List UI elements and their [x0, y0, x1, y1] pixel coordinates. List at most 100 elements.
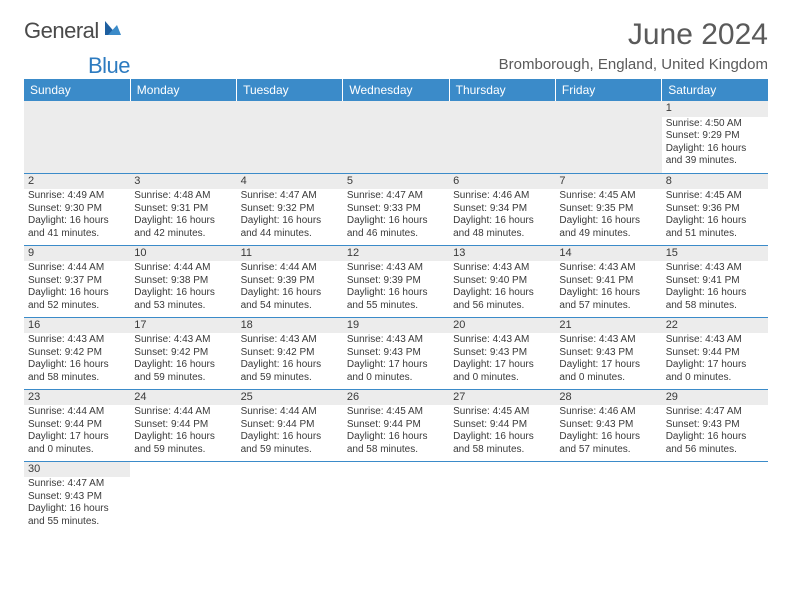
day-info-line: Sunset: 9:41 PM	[666, 275, 764, 288]
day-info-line: Sunrise: 4:47 AM	[28, 478, 126, 491]
day-info-line: and 51 minutes.	[666, 228, 764, 241]
day-info-line: Daylight: 17 hours	[347, 359, 445, 372]
day-info-line: Sunset: 9:44 PM	[347, 419, 445, 432]
day-info-line: Sunset: 9:44 PM	[28, 419, 126, 432]
calendar-day-cell	[343, 101, 449, 173]
day-info-line: Daylight: 16 hours	[134, 431, 232, 444]
weekday-header: Friday	[555, 79, 661, 101]
calendar-day-cell: 18Sunrise: 4:43 AMSunset: 9:42 PMDayligh…	[237, 317, 343, 389]
day-info-line: Sunrise: 4:45 AM	[559, 190, 657, 203]
day-info-line: and 59 minutes.	[134, 444, 232, 457]
day-info-line: Daylight: 16 hours	[453, 287, 551, 300]
day-info-line: Sunset: 9:44 PM	[666, 347, 764, 360]
calendar-day-cell: 19Sunrise: 4:43 AMSunset: 9:43 PMDayligh…	[343, 317, 449, 389]
day-number: 10	[134, 247, 146, 259]
calendar-day-cell: 28Sunrise: 4:46 AMSunset: 9:43 PMDayligh…	[555, 389, 661, 461]
day-info-line: Sunset: 9:36 PM	[666, 203, 764, 216]
day-number: 15	[666, 247, 678, 259]
day-info-line: Sunrise: 4:44 AM	[134, 262, 232, 275]
day-info-line: and 58 minutes.	[666, 300, 764, 313]
day-info-line: Sunrise: 4:44 AM	[28, 406, 126, 419]
day-info-line: Daylight: 16 hours	[241, 215, 339, 228]
day-info-line: Sunrise: 4:45 AM	[347, 406, 445, 419]
day-number: 23	[28, 391, 40, 403]
day-info-line: Sunset: 9:33 PM	[347, 203, 445, 216]
day-info-line: and 56 minutes.	[666, 444, 764, 457]
day-info-line: and 54 minutes.	[241, 300, 339, 313]
weekday-header: Wednesday	[343, 79, 449, 101]
day-info-line: and 0 minutes.	[559, 372, 657, 385]
day-number: 11	[241, 247, 252, 259]
day-info-line: Sunset: 9:34 PM	[453, 203, 551, 216]
calendar-day-cell: 25Sunrise: 4:44 AMSunset: 9:44 PMDayligh…	[237, 389, 343, 461]
calendar-week-row: 16Sunrise: 4:43 AMSunset: 9:42 PMDayligh…	[24, 317, 768, 389]
calendar-week-row: 30Sunrise: 4:47 AMSunset: 9:43 PMDayligh…	[24, 461, 768, 533]
calendar-day-cell	[555, 461, 661, 533]
day-info-line: Sunrise: 4:47 AM	[241, 190, 339, 203]
day-info-line: and 49 minutes.	[559, 228, 657, 241]
day-info-line: and 58 minutes.	[453, 444, 551, 457]
location-subtitle: Bromborough, England, United Kingdom	[499, 56, 768, 73]
day-number: 8	[666, 175, 672, 187]
day-info-line: and 48 minutes.	[453, 228, 551, 241]
day-info-line: Sunset: 9:30 PM	[28, 203, 126, 216]
day-number: 18	[241, 319, 253, 331]
day-info-line: Sunset: 9:43 PM	[28, 491, 126, 504]
day-info-line: Daylight: 16 hours	[241, 359, 339, 372]
day-info-line: Sunset: 9:42 PM	[241, 347, 339, 360]
day-info-line: Daylight: 16 hours	[134, 359, 232, 372]
day-info-line: Daylight: 16 hours	[28, 287, 126, 300]
day-info-line: and 55 minutes.	[28, 516, 126, 529]
day-info-line: and 57 minutes.	[559, 300, 657, 313]
day-info-line: Daylight: 16 hours	[134, 287, 232, 300]
day-info-line: and 0 minutes.	[347, 372, 445, 385]
day-info-line: Daylight: 16 hours	[666, 143, 764, 156]
day-info-line: Sunrise: 4:45 AM	[666, 190, 764, 203]
day-info-line: Daylight: 16 hours	[241, 431, 339, 444]
day-info-line: Sunset: 9:43 PM	[453, 347, 551, 360]
day-info-line: Daylight: 16 hours	[666, 431, 764, 444]
calendar-day-cell	[662, 461, 768, 533]
day-info-line: and 41 minutes.	[28, 228, 126, 241]
calendar-day-cell: 10Sunrise: 4:44 AMSunset: 9:38 PMDayligh…	[130, 245, 236, 317]
day-info-line: Sunset: 9:42 PM	[28, 347, 126, 360]
day-info-line: Daylight: 16 hours	[347, 431, 445, 444]
day-info-line: Sunset: 9:43 PM	[559, 347, 657, 360]
day-number: 1	[666, 102, 672, 114]
day-info-line: Daylight: 16 hours	[666, 215, 764, 228]
calendar-week-row: 9Sunrise: 4:44 AMSunset: 9:37 PMDaylight…	[24, 245, 768, 317]
calendar-day-cell: 20Sunrise: 4:43 AMSunset: 9:43 PMDayligh…	[449, 317, 555, 389]
day-info-line: Sunset: 9:44 PM	[453, 419, 551, 432]
day-info-line: Sunrise: 4:43 AM	[347, 262, 445, 275]
day-number: 14	[559, 247, 571, 259]
day-info-line: Sunset: 9:31 PM	[134, 203, 232, 216]
day-info-line: Sunrise: 4:44 AM	[28, 262, 126, 275]
calendar-week-row: 2Sunrise: 4:49 AMSunset: 9:30 PMDaylight…	[24, 173, 768, 245]
weekday-header: Tuesday	[237, 79, 343, 101]
day-info-line: Daylight: 16 hours	[559, 431, 657, 444]
day-number: 7	[559, 175, 565, 187]
calendar-day-cell	[343, 461, 449, 533]
day-info-line: Sunrise: 4:43 AM	[347, 334, 445, 347]
calendar-day-cell: 23Sunrise: 4:44 AMSunset: 9:44 PMDayligh…	[24, 389, 130, 461]
weekday-header: Monday	[130, 79, 236, 101]
day-info-line: and 58 minutes.	[347, 444, 445, 457]
calendar-day-cell: 13Sunrise: 4:43 AMSunset: 9:40 PMDayligh…	[449, 245, 555, 317]
day-info-line: Sunset: 9:43 PM	[666, 419, 764, 432]
calendar-day-cell: 6Sunrise: 4:46 AMSunset: 9:34 PMDaylight…	[449, 173, 555, 245]
day-info-line: Daylight: 16 hours	[453, 431, 551, 444]
day-info-line: Daylight: 16 hours	[134, 215, 232, 228]
day-info-line: Daylight: 16 hours	[28, 215, 126, 228]
calendar-day-cell: 1Sunrise: 4:50 AMSunset: 9:29 PMDaylight…	[662, 101, 768, 173]
day-info-line: Sunset: 9:29 PM	[666, 130, 764, 143]
calendar-table: SundayMondayTuesdayWednesdayThursdayFrid…	[24, 79, 768, 533]
day-info-line: Daylight: 16 hours	[28, 359, 126, 372]
day-info-line: Daylight: 16 hours	[559, 215, 657, 228]
day-number: 25	[241, 391, 253, 403]
day-info-line: and 55 minutes.	[347, 300, 445, 313]
calendar-body: 1Sunrise: 4:50 AMSunset: 9:29 PMDaylight…	[24, 101, 768, 533]
calendar-day-cell: 3Sunrise: 4:48 AMSunset: 9:31 PMDaylight…	[130, 173, 236, 245]
day-number: 12	[347, 247, 359, 259]
sail-icon	[103, 19, 123, 44]
day-info-line: Sunrise: 4:44 AM	[241, 406, 339, 419]
